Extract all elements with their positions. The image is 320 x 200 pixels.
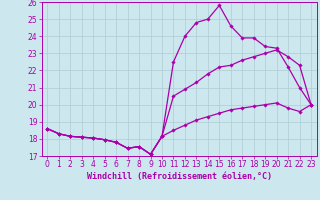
X-axis label: Windchill (Refroidissement éolien,°C): Windchill (Refroidissement éolien,°C) [87, 172, 272, 181]
